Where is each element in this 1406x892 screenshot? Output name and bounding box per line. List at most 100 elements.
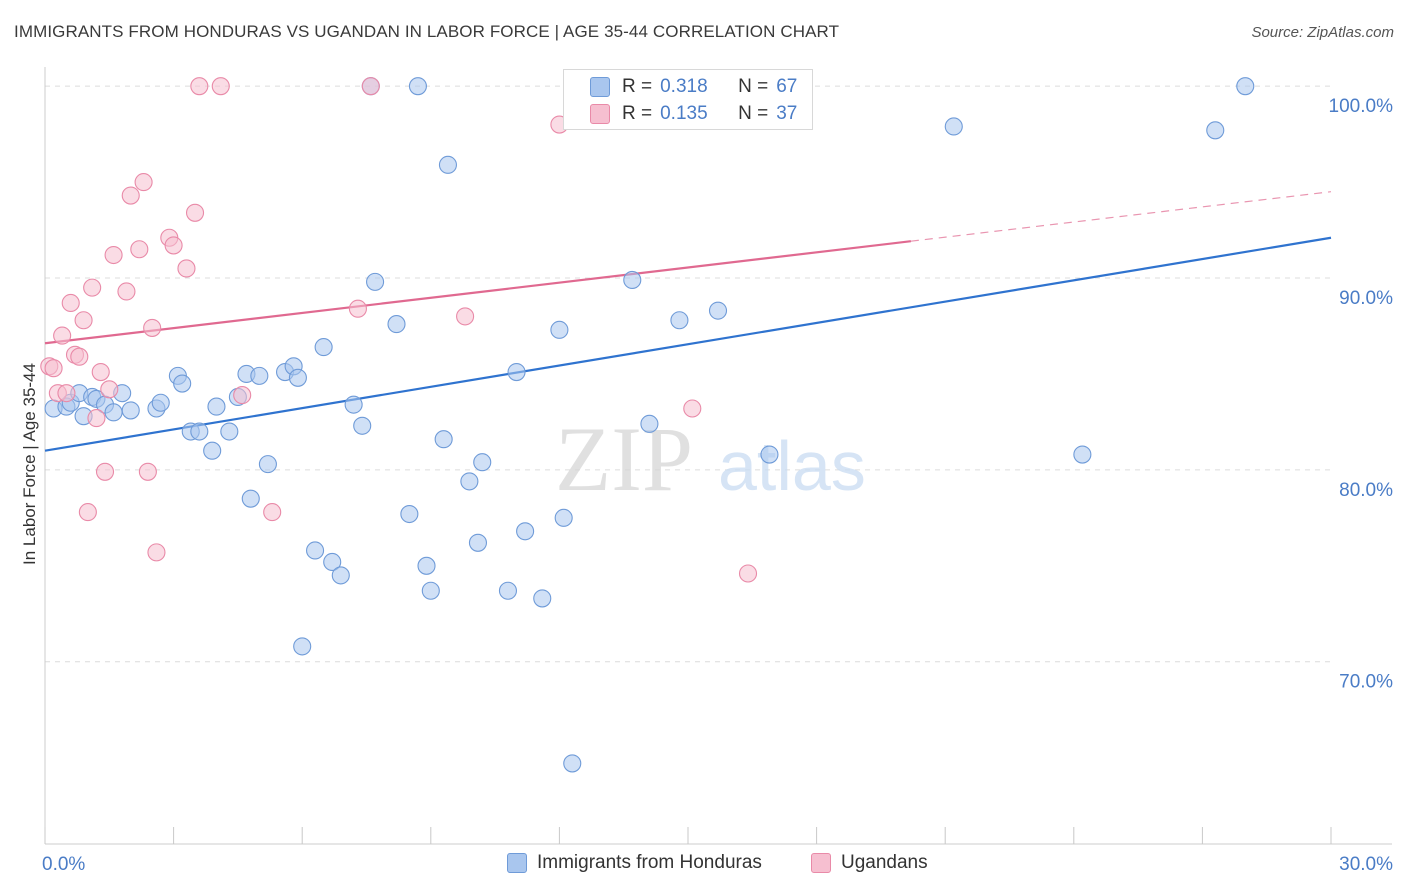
- point-ugandans: [138, 462, 157, 481]
- point-honduras: [387, 315, 406, 334]
- y-axis-title: In Labor Force | Age 35-44: [20, 363, 39, 565]
- point-ugandans: [74, 311, 93, 330]
- point-honduras: [1236, 77, 1255, 96]
- point-ugandans: [87, 409, 106, 428]
- legend-n-value: 37: [776, 103, 798, 124]
- point-honduras: [366, 272, 385, 291]
- legend-r-value: 0.135: [660, 103, 708, 124]
- legend-swatch-blue: [590, 77, 610, 97]
- point-honduras: [408, 77, 427, 96]
- point-honduras: [498, 581, 518, 600]
- watermark-zip: ZIP: [555, 408, 693, 510]
- point-honduras: [250, 366, 269, 385]
- series-legend: Immigrants from Honduras Ugandans: [0, 852, 1406, 878]
- point-ugandans: [83, 278, 102, 297]
- point-honduras: [173, 374, 192, 393]
- point-ugandans: [100, 380, 119, 399]
- point-ugandans: [57, 384, 76, 403]
- point-honduras: [516, 522, 535, 541]
- point-ugandans: [147, 543, 166, 562]
- point-honduras: [438, 155, 457, 174]
- point-honduras: [207, 397, 226, 416]
- point-ugandans: [70, 347, 89, 366]
- watermark: ZIP atlas: [555, 408, 866, 510]
- point-ugandans: [117, 282, 136, 301]
- point-ugandans: [177, 259, 196, 278]
- point-honduras: [1073, 445, 1092, 464]
- point-honduras: [353, 416, 372, 435]
- point-ugandans: [78, 503, 97, 522]
- point-honduras: [331, 566, 350, 585]
- y-tick-label: 70.0%: [1339, 672, 1393, 693]
- point-honduras: [708, 301, 728, 320]
- point-ugandans: [211, 77, 230, 96]
- point-honduras: [104, 403, 123, 422]
- point-ugandans: [91, 362, 110, 382]
- point-honduras: [190, 422, 209, 441]
- point-ugandans: [95, 462, 115, 481]
- point-honduras: [1206, 121, 1225, 140]
- point-honduras: [473, 453, 492, 472]
- correlation-legend: R = 0.318 N = 67 R = 0.135 N = 37: [563, 69, 813, 130]
- point-honduras: [203, 441, 222, 460]
- legend-r-value: 0.318: [660, 76, 708, 97]
- point-honduras: [323, 552, 342, 572]
- tick-labels: 70.0% 80.0% 90.0% 100.0% 0.0% 30.0%: [42, 96, 1393, 875]
- point-honduras: [417, 556, 436, 575]
- source-credit: Source: ZipAtlas.com: [1251, 24, 1394, 41]
- x-tick-label: 30.0%: [1339, 854, 1393, 875]
- point-ugandans: [134, 173, 153, 192]
- point-ugandans: [61, 293, 80, 313]
- point-honduras: [434, 430, 453, 449]
- legend-n-label: N =: [738, 103, 769, 124]
- legend-label-honduras: Immigrants from Honduras: [537, 852, 762, 873]
- point-honduras: [151, 393, 170, 412]
- legend-r-label: R =: [622, 76, 653, 97]
- point-ugandans: [263, 503, 282, 522]
- legend-row-ugandans: R = 0.135 N = 37: [564, 101, 797, 127]
- point-ugandans: [361, 77, 380, 96]
- legend-swatch-blue: [507, 853, 527, 873]
- point-honduras: [550, 320, 569, 339]
- legend-n-value: 67: [776, 76, 798, 97]
- point-honduras: [533, 589, 552, 608]
- trend-line-honduras: [44, 236, 1332, 452]
- legend-row-honduras: R = 0.318 N = 67: [564, 74, 797, 100]
- point-ugandans: [185, 203, 205, 222]
- point-honduras: [640, 414, 659, 433]
- chart-title: IMMIGRANTS FROM HONDURAS VS UGANDAN IN L…: [14, 22, 840, 41]
- point-honduras: [623, 270, 642, 290]
- point-ugandans: [348, 299, 367, 318]
- point-ugandans: [121, 186, 140, 205]
- point-honduras: [400, 504, 419, 524]
- legend-item-ugandans[interactable]: Ugandans: [811, 852, 928, 874]
- point-ugandans: [53, 326, 72, 345]
- point-ugandans: [44, 359, 63, 378]
- point-honduras: [760, 445, 779, 464]
- legend-item-honduras[interactable]: Immigrants from Honduras: [507, 852, 762, 874]
- point-honduras: [944, 117, 963, 136]
- point-ugandans: [104, 245, 123, 265]
- point-ugandans: [190, 77, 209, 96]
- point-honduras: [421, 581, 440, 600]
- legend-label-ugandans: Ugandans: [841, 852, 928, 873]
- point-honduras: [344, 395, 363, 414]
- point-ugandans: [233, 386, 252, 405]
- point-honduras: [460, 472, 479, 491]
- trend-line-ugandans-extension: [910, 191, 1332, 242]
- axes: [44, 67, 1392, 845]
- legend-r-label: R =: [622, 103, 653, 124]
- point-honduras: [306, 541, 325, 560]
- y-tick-label: 90.0%: [1339, 288, 1393, 309]
- point-honduras: [220, 422, 239, 441]
- point-honduras: [468, 533, 488, 552]
- legend-n-label: N =: [738, 76, 769, 97]
- y-tick-label: 100.0%: [1329, 96, 1394, 117]
- point-honduras: [121, 401, 140, 420]
- x-tick-label: 0.0%: [42, 854, 85, 875]
- trend-line-ugandans: [44, 240, 912, 345]
- data-points: [40, 77, 1255, 773]
- point-ugandans: [164, 236, 183, 255]
- trend-lines: [44, 191, 1332, 452]
